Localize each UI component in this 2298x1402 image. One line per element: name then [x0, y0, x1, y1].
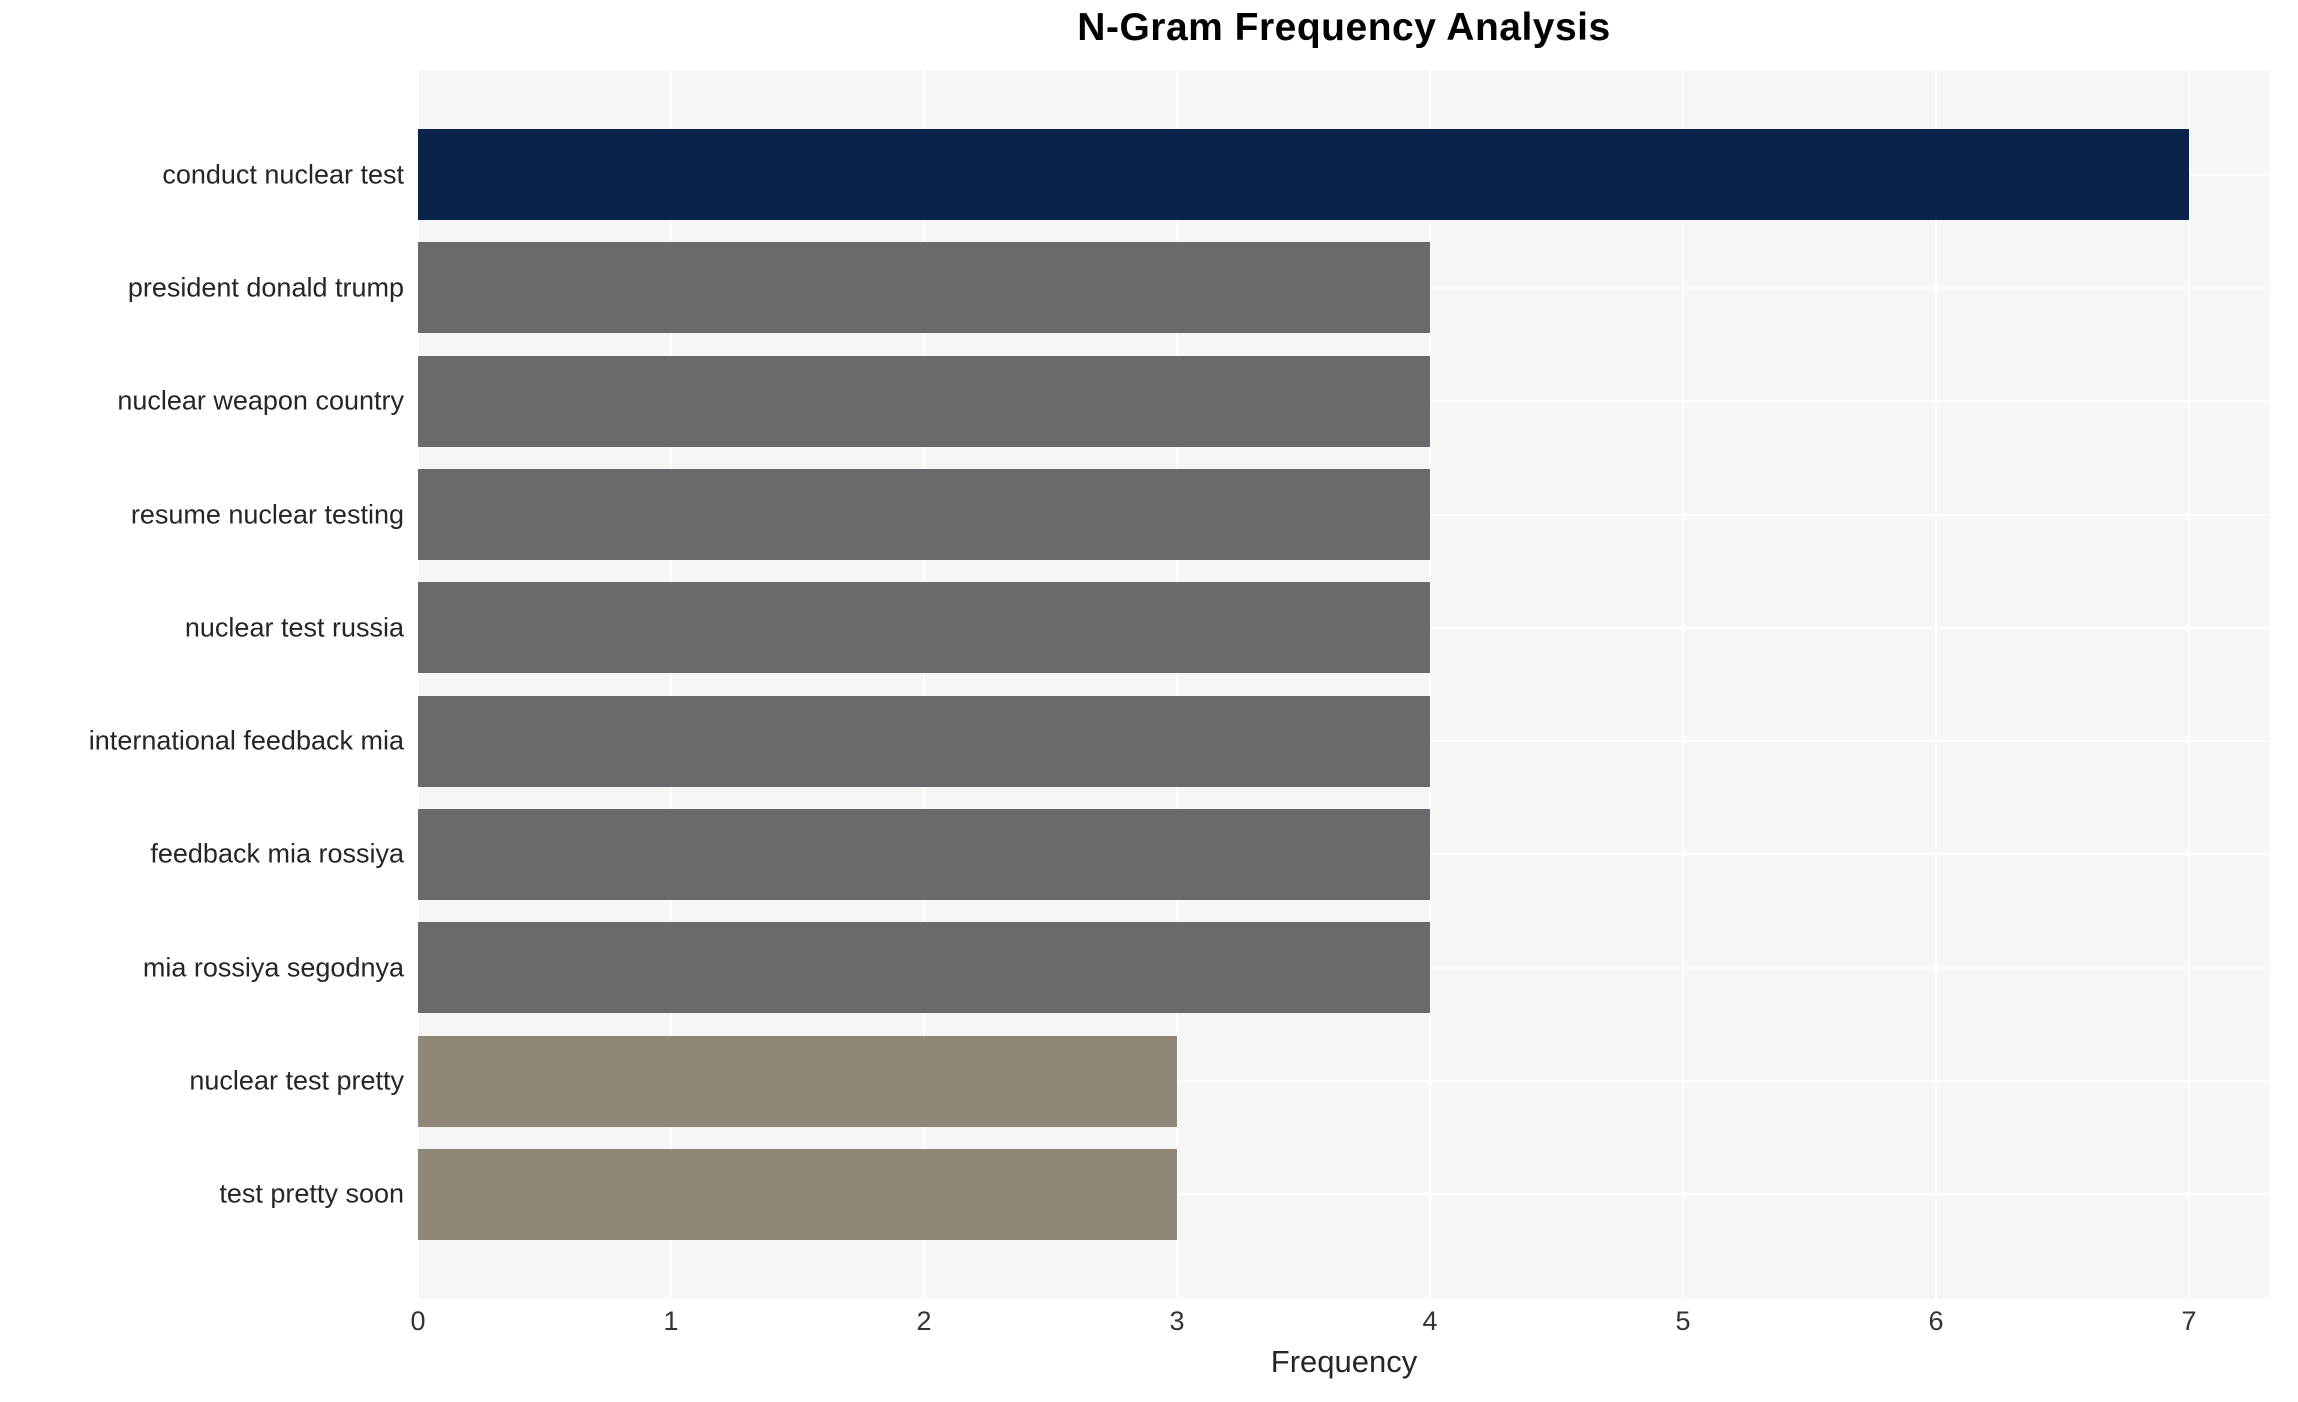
y-tick-label: mia rossiya segodnya [142, 952, 404, 983]
x-gridline [1682, 70, 1685, 1299]
bar [418, 355, 1431, 447]
bar [418, 1035, 1178, 1127]
bar [418, 1148, 1178, 1240]
y-gridline [418, 1080, 2270, 1083]
x-tick-label: 6 [1928, 1306, 1944, 1336]
x-gridline [2188, 70, 2191, 1299]
y-tick-label: feedback mia rossiya [150, 838, 404, 869]
y-tick-label: international feedback mia [88, 725, 404, 756]
bar [418, 695, 1431, 787]
bar [418, 469, 1431, 561]
bar [418, 129, 2190, 221]
x-gridline [1429, 70, 1432, 1299]
x-tick-label: 1 [663, 1306, 679, 1336]
y-tick-label: nuclear weapon country [117, 385, 404, 416]
y-tick-label: test pretty soon [219, 1178, 404, 1209]
y-tick-label: nuclear test russia [184, 612, 404, 643]
y-tick-label: president donald trump [127, 272, 404, 303]
x-gridline [923, 70, 925, 1299]
x-tick-label: 2 [916, 1306, 932, 1336]
x-axis-title: Frequency [1270, 1344, 1418, 1379]
x-gridline [670, 70, 672, 1299]
bar [418, 808, 1431, 900]
plot-area [417, 70, 2270, 1299]
x-tick-label: 7 [2181, 1306, 2197, 1336]
x-tick-label: 5 [1675, 1306, 1691, 1336]
y-tick-label: resume nuclear testing [130, 499, 404, 530]
y-gridline [418, 1193, 2270, 1196]
x-gridline [1935, 70, 1938, 1299]
x-tick-label: 4 [1422, 1306, 1438, 1336]
chart-title: N-Gram Frequency Analysis [1077, 6, 1611, 49]
bar [418, 242, 1431, 334]
y-tick-label: conduct nuclear test [162, 159, 404, 190]
x-gridline [1176, 70, 1179, 1299]
x-gridline [417, 70, 419, 1299]
x-tick-label: 0 [410, 1306, 426, 1336]
y-tick-label: nuclear test pretty [189, 1065, 404, 1096]
bar [418, 582, 1431, 674]
x-tick-label: 3 [1169, 1306, 1185, 1336]
bar [418, 922, 1431, 1014]
